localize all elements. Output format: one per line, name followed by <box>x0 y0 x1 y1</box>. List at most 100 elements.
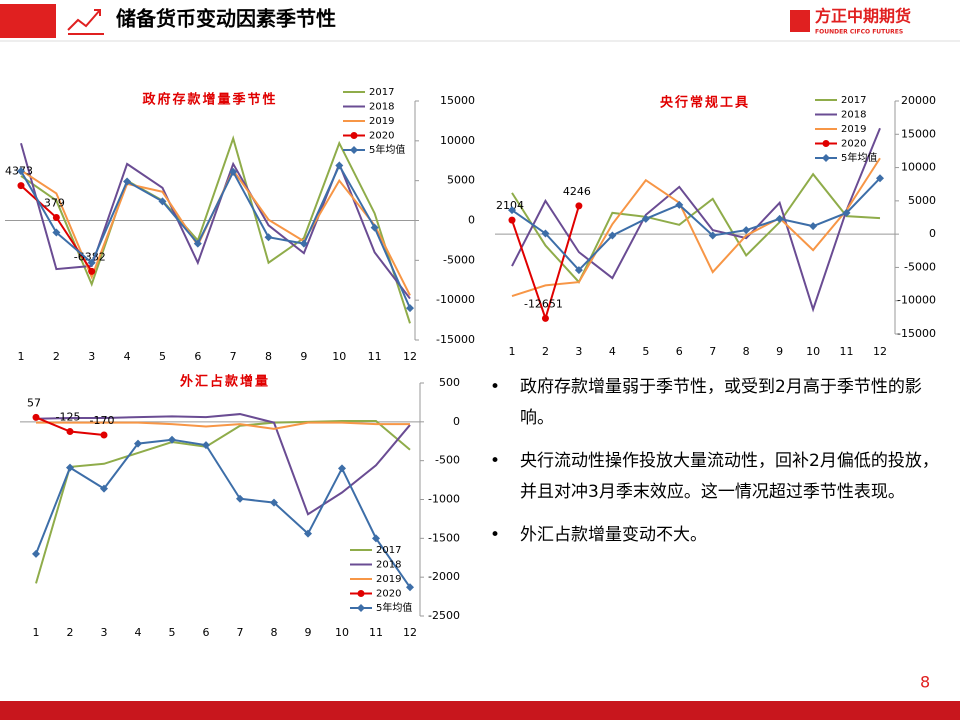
x-tick-label: 11 <box>369 626 383 639</box>
point <box>66 463 74 472</box>
y-tick-label: 20000 <box>901 94 936 107</box>
point <box>842 208 851 217</box>
data-label: 4246 <box>563 185 591 198</box>
point <box>66 428 74 436</box>
data-label: 2104 <box>496 199 524 212</box>
chart-title: 央行常规工具 <box>660 95 750 111</box>
point <box>123 177 132 186</box>
point <box>17 167 25 176</box>
y-tick-label: 15000 <box>901 127 936 140</box>
point <box>775 214 784 223</box>
legend-label: 2019 <box>369 116 394 127</box>
chart-title: 外汇占款增量 <box>179 374 270 390</box>
y-tick-label: -500 <box>435 454 460 467</box>
series-line <box>20 163 411 309</box>
x-tick-label: 3 <box>575 345 582 358</box>
point <box>574 266 583 275</box>
point <box>87 258 96 267</box>
point <box>641 214 650 223</box>
logo: 方正中期期货 <box>815 7 911 26</box>
legend-label: 5年均值 <box>841 151 877 164</box>
point <box>32 549 40 558</box>
point <box>508 206 516 215</box>
chart-title: 政府存款增量季节性 <box>142 92 277 108</box>
point <box>270 498 278 507</box>
y-tick-label: -15000 <box>897 327 936 340</box>
x-tick-label: 1 <box>33 626 40 639</box>
y-tick-label: 5000 <box>908 194 936 207</box>
point <box>357 590 365 597</box>
point <box>202 441 210 450</box>
point <box>304 529 312 538</box>
x-tick-label: 11 <box>840 345 854 358</box>
x-tick-label: 1 <box>18 350 25 363</box>
y-tick-label: 500 <box>439 376 460 389</box>
x-tick-label: 2 <box>542 345 549 358</box>
point <box>876 174 884 183</box>
point <box>541 229 550 238</box>
x-tick-label: 10 <box>806 345 820 358</box>
series-line <box>20 135 411 324</box>
point <box>52 228 61 237</box>
legend-label: 2018 <box>376 560 401 571</box>
series-line <box>35 413 411 516</box>
x-tick-label: 11 <box>368 350 382 363</box>
point <box>575 202 583 210</box>
legend-label: 2020 <box>369 131 394 142</box>
x-tick-label: 10 <box>332 350 346 363</box>
x-tick-label: 2 <box>53 350 60 363</box>
point <box>406 583 414 592</box>
bullet: 央行流动性操作投放大量流动性，回补2月偏低的投放，并且对冲3月季末效应。这一情况… <box>490 446 950 508</box>
x-tick-label: 6 <box>203 626 210 639</box>
point <box>134 439 142 448</box>
series-line <box>35 438 411 588</box>
y-tick-label: 0 <box>929 227 936 240</box>
point <box>357 604 365 612</box>
x-tick-label: 10 <box>335 626 349 639</box>
x-tick-label: 5 <box>642 345 649 358</box>
point <box>158 197 167 206</box>
point <box>742 226 751 235</box>
legend-label: 5年均值 <box>369 143 405 156</box>
x-tick-label: 5 <box>169 626 176 639</box>
point <box>508 216 516 224</box>
y-tick-label: -10000 <box>436 293 475 306</box>
logo-en: FOUNDER CIFCO FUTURES <box>815 29 903 36</box>
data-label: -125 <box>56 411 81 424</box>
x-tick-label: 8 <box>743 345 750 358</box>
point <box>822 140 830 147</box>
legend-label: 2020 <box>841 139 866 150</box>
point <box>100 484 108 493</box>
y-tick-label: -5000 <box>904 260 936 273</box>
legend-label: 2017 <box>376 545 401 556</box>
x-tick-label: 12 <box>873 345 887 358</box>
point <box>372 534 380 543</box>
y-tick-label: 0 <box>468 214 475 227</box>
bullet: 外汇占款增量变动不大。 <box>490 520 950 551</box>
point <box>168 435 176 444</box>
legend-label: 2018 <box>841 110 866 121</box>
series-line <box>511 127 881 313</box>
x-tick-label: 2 <box>67 626 74 639</box>
x-tick-label: 9 <box>300 350 307 363</box>
y-tick-label: 10000 <box>901 161 936 174</box>
header-icon <box>67 9 104 35</box>
point <box>88 267 96 275</box>
point <box>335 161 344 170</box>
series-line <box>511 172 881 284</box>
data-label: 379 <box>44 196 65 209</box>
series-line <box>35 420 411 584</box>
y-tick-label: 10000 <box>440 134 475 147</box>
y-tick-label: 15000 <box>440 94 475 107</box>
point <box>264 233 273 242</box>
point <box>52 213 60 221</box>
x-tick-label: 7 <box>709 345 716 358</box>
page-number: 8 <box>920 673 930 692</box>
legend-label: 2019 <box>376 574 401 585</box>
x-tick-label: 7 <box>237 626 244 639</box>
point <box>299 239 308 248</box>
y-tick-label: -15000 <box>436 333 475 346</box>
point <box>708 231 717 240</box>
x-tick-label: 9 <box>305 626 312 639</box>
